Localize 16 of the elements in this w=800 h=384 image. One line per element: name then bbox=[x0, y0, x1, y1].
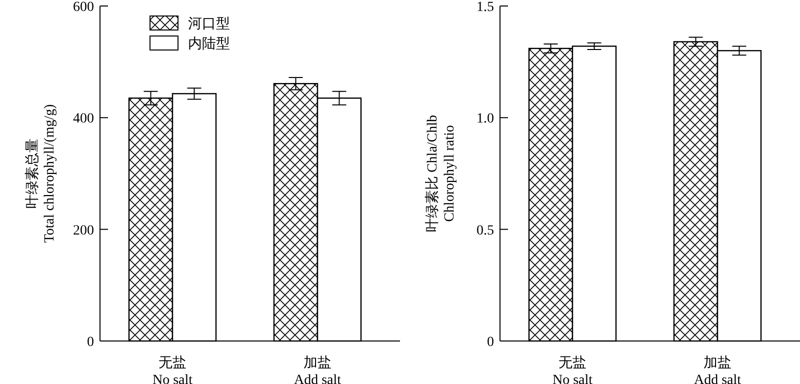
y-axis-title: 叶绿素总量 Total chlorophyll/(mg/g) bbox=[24, 104, 58, 243]
y-tick-label: 200 bbox=[73, 223, 94, 238]
legend-label: 内陆型 bbox=[188, 36, 230, 52]
y-tick-label: 400 bbox=[73, 112, 94, 127]
y-tick-label: 1.5 bbox=[476, 0, 494, 15]
y-tick-label: 0.5 bbox=[476, 223, 494, 238]
y-axis-title: 叶绿素比 Chla/Chlb Chlorophyll ratio bbox=[424, 114, 458, 232]
x-tick-label: 无盐 No salt bbox=[552, 355, 593, 384]
y-tick-label: 0 bbox=[487, 335, 494, 350]
y-tick-label: 0 bbox=[87, 335, 94, 350]
x-tick-label: 无盐 No salt bbox=[152, 355, 193, 384]
x-tick-label: 加盐 Add salt bbox=[694, 355, 742, 384]
y-tick-label: 1.0 bbox=[476, 112, 494, 127]
y-tick-label: 600 bbox=[73, 0, 94, 15]
legend-label: 河口型 bbox=[188, 16, 230, 32]
x-tick-label: 加盐 Add salt bbox=[294, 355, 342, 384]
